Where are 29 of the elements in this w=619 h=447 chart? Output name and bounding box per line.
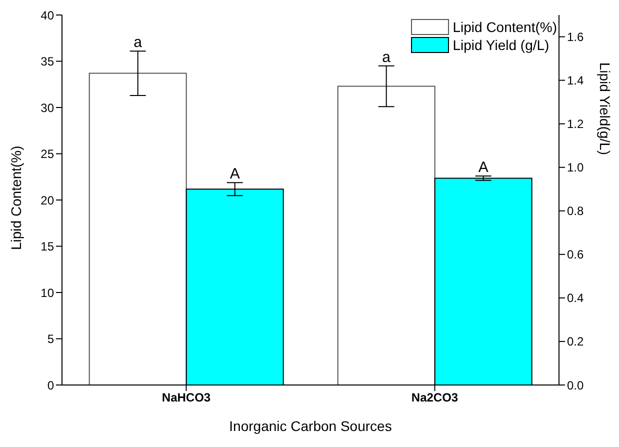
y2-tick-label: 1.0 — [567, 160, 584, 175]
y-tick-label: 30 — [40, 100, 54, 115]
x-tick-label: NaHCO3 — [162, 390, 211, 405]
y-tick-label: 40 — [40, 8, 54, 22]
y-tick-label: 20 — [40, 193, 54, 208]
y2-tick-label: 1.4 — [567, 74, 584, 88]
y2-tick-label: 0.6 — [567, 248, 584, 262]
x-axis-title: Inorganic Carbon Sources — [229, 418, 392, 434]
annotation: a — [382, 48, 392, 66]
annotation: A — [230, 166, 240, 183]
y-tick-label: 10 — [40, 286, 54, 300]
annotation: a — [134, 34, 143, 52]
y2-tick-label: 0.8 — [567, 204, 584, 218]
y-tick-label: 0 — [47, 378, 54, 392]
y-tick-label: 35 — [40, 54, 54, 69]
y2-tick-label: 1.6 — [567, 30, 584, 44]
y-tick-label: 5 — [47, 332, 54, 346]
legend-label: Lipid Yield (g/L) — [452, 36, 550, 54]
y-axis-title: Lipid Content(%) — [8, 146, 24, 250]
x-tick-label: Na2CO3 — [411, 390, 458, 405]
y2-tick-label: 0.4 — [567, 291, 584, 306]
annotation: A — [478, 159, 488, 176]
y2-tick-label: 0.0 — [567, 378, 584, 392]
y-tick-label: 15 — [40, 240, 54, 254]
legend-label: Lipid Content(%) — [452, 18, 557, 36]
y2-axis-title: Lipid Yield(g/L) — [597, 62, 614, 155]
y-tick-label: 25 — [40, 147, 54, 162]
y2-tick-label: 1.2 — [567, 117, 584, 132]
y2-tick-label: 0.2 — [567, 334, 584, 349]
